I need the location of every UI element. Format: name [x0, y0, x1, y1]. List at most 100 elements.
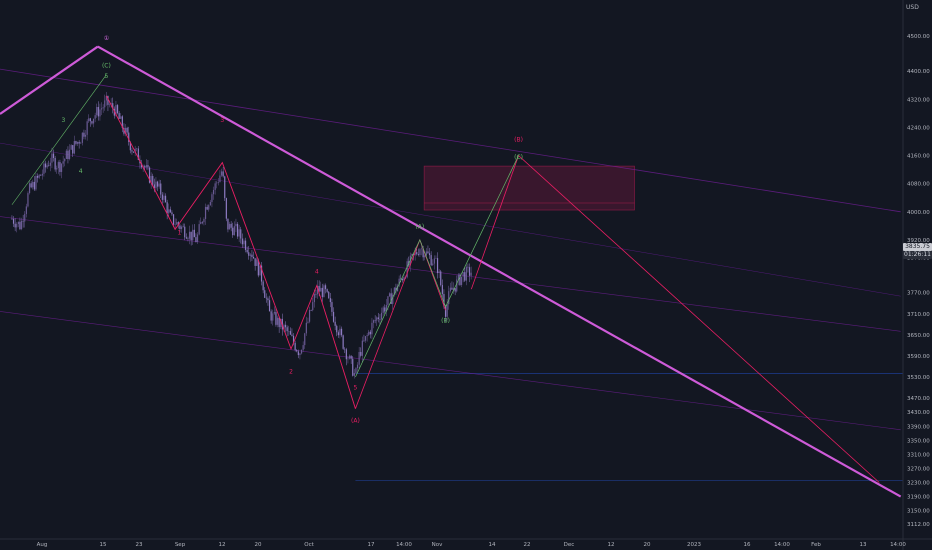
x-tick-label: 16 — [744, 542, 751, 548]
candle-body — [11, 218, 13, 220]
candle-body — [160, 183, 162, 195]
candle-body — [188, 231, 191, 239]
candle-body — [177, 222, 179, 226]
y-tick-label: 4400.00 — [907, 69, 930, 75]
red-impulse-path — [106, 95, 356, 409]
candle-body — [329, 298, 331, 303]
candle-body — [16, 224, 18, 228]
candle-body — [219, 175, 221, 183]
candle-body — [324, 285, 327, 290]
candle-body — [59, 162, 61, 172]
channel-mid-line — [0, 142, 901, 297]
candle-body — [118, 113, 120, 119]
candle-body — [44, 163, 47, 168]
candle-body — [265, 297, 267, 299]
candle-body — [214, 183, 216, 190]
candle-body — [179, 225, 181, 229]
candle-body — [385, 305, 387, 312]
candle-body — [38, 174, 40, 178]
candle-body — [193, 229, 195, 238]
candle-body — [12, 218, 15, 224]
candle-body — [307, 321, 309, 323]
candle-body — [452, 288, 455, 290]
candle-body — [464, 272, 466, 281]
candle-body — [432, 263, 434, 266]
candle-body — [19, 221, 21, 230]
candle-body — [25, 206, 27, 214]
candle-body — [102, 107, 104, 109]
candle-body — [192, 229, 194, 241]
y-tick-label: 3350.00 — [907, 438, 930, 444]
candle-body — [355, 368, 357, 373]
candle-body — [312, 302, 314, 311]
candle-body — [249, 254, 251, 256]
candle-body — [296, 350, 298, 352]
candle-body — [420, 248, 423, 250]
candle-body — [81, 132, 83, 143]
candle-body — [332, 311, 335, 322]
candle-body — [358, 351, 360, 365]
candle-body — [132, 151, 135, 153]
candle-body — [89, 118, 91, 122]
candle-body — [174, 224, 176, 226]
candle-body — [105, 95, 107, 101]
candle-body — [454, 288, 456, 292]
candle-body — [416, 252, 418, 255]
wave-label: 5 — [354, 384, 358, 391]
candle-body — [318, 285, 320, 292]
candle-body — [137, 148, 139, 160]
candle-body — [380, 312, 383, 320]
candle-body — [212, 189, 215, 195]
candle-body — [161, 194, 163, 200]
candle-body — [126, 127, 128, 133]
candle-body — [283, 324, 285, 330]
candle-body — [465, 266, 467, 281]
candle-body — [70, 145, 72, 150]
candle-body — [240, 229, 242, 239]
y-tick-label: 3650.00 — [907, 333, 930, 339]
candle-body — [448, 291, 450, 305]
candle-body — [449, 287, 451, 292]
candle-body — [363, 340, 365, 342]
candle-body — [156, 181, 159, 187]
candle-body — [347, 358, 349, 360]
candle-body — [252, 257, 255, 259]
candle-body — [72, 145, 74, 154]
candle-body — [14, 223, 16, 228]
y-tick-label: 3920.00 — [907, 238, 930, 244]
candle-body — [116, 105, 119, 114]
candle-body — [104, 100, 106, 108]
candle-body — [145, 165, 147, 168]
candle-body — [344, 348, 346, 350]
candle-body — [300, 349, 303, 354]
candle-body — [243, 240, 245, 245]
candle-body — [393, 287, 395, 295]
candle-body — [107, 95, 109, 105]
candle-body — [20, 220, 23, 230]
candle-body — [268, 300, 271, 312]
candle-body — [364, 336, 367, 341]
candle-body — [392, 294, 394, 304]
x-tick-label: 14:00 — [774, 542, 790, 548]
candle-body — [419, 249, 421, 255]
candle-body — [209, 202, 211, 206]
candle-body — [424, 255, 426, 258]
x-tick-label: Aug — [37, 542, 48, 548]
green-wave-c-line — [11, 74, 107, 205]
wave-label: 4 — [79, 168, 83, 175]
green-projection-path — [355, 155, 519, 378]
x-tick-label: Dec — [564, 542, 575, 548]
candle-body — [148, 167, 151, 183]
y-tick-label: 3150.00 — [907, 509, 930, 515]
candle-body — [204, 206, 207, 219]
candle-body — [166, 202, 168, 214]
wave-label: 5 — [104, 73, 108, 80]
candle-body — [334, 321, 336, 326]
y-tick-label: 3390.00 — [907, 424, 930, 430]
x-tick-label: 13 — [860, 542, 867, 548]
candle-body — [441, 285, 443, 295]
candle-body — [128, 132, 130, 142]
x-tick-label: 20 — [644, 542, 651, 548]
candle-body — [387, 296, 389, 306]
